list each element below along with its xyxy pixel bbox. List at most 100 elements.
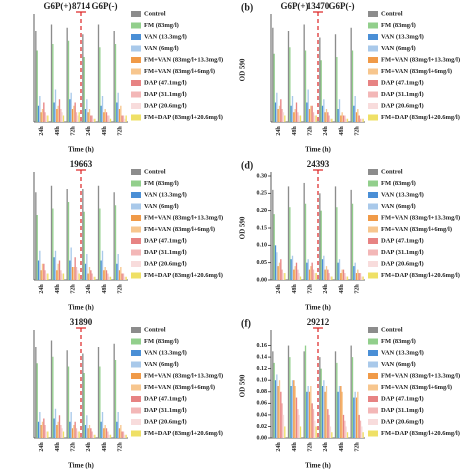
legend-swatch xyxy=(368,180,378,187)
bar xyxy=(47,115,49,122)
legend-label: FM (83mg/l) xyxy=(144,180,179,187)
legend-swatch xyxy=(368,261,378,267)
panel-label: (f) xyxy=(241,318,251,329)
bar xyxy=(116,263,118,280)
bar xyxy=(289,207,291,280)
bar xyxy=(329,118,332,122)
bar xyxy=(276,92,278,122)
bar xyxy=(83,373,85,438)
bar xyxy=(124,118,126,122)
bar xyxy=(274,245,277,280)
bar xyxy=(83,57,85,122)
bar xyxy=(299,426,302,438)
x-tick-label: 72h xyxy=(71,442,77,452)
bar xyxy=(295,262,298,280)
bar xyxy=(60,425,62,438)
x-axis-label: Time (h) xyxy=(305,304,331,312)
legend-swatch xyxy=(368,407,378,414)
bar xyxy=(61,112,63,122)
bar xyxy=(293,269,295,280)
bar xyxy=(121,273,123,280)
bar xyxy=(281,109,283,122)
bar xyxy=(337,391,339,438)
bar xyxy=(324,391,326,438)
x-axis-label: Time (h) xyxy=(68,462,94,470)
bar xyxy=(43,418,45,438)
bar xyxy=(327,409,329,438)
x-tick-label: 24h xyxy=(86,442,92,452)
bar xyxy=(120,267,122,280)
legend-swatch xyxy=(368,215,378,221)
bar xyxy=(125,434,127,438)
legend-label: DAP (31.1mg/l) xyxy=(144,407,187,414)
bar xyxy=(56,109,58,122)
bar xyxy=(341,269,343,280)
legend-swatch xyxy=(368,249,378,256)
legend-swatch xyxy=(131,272,141,279)
bar xyxy=(280,391,282,438)
bar xyxy=(116,102,118,122)
legend-swatch xyxy=(368,68,378,75)
bar xyxy=(104,267,106,280)
bar xyxy=(114,360,117,438)
legend-swatch xyxy=(368,103,378,109)
legend-label: FM+DAP (83mg/l+20.6mg/l) xyxy=(144,114,223,121)
bar xyxy=(40,270,42,280)
legend-swatch xyxy=(131,238,141,244)
bar xyxy=(295,102,298,122)
bar xyxy=(310,105,312,122)
bar xyxy=(281,269,283,280)
bar xyxy=(39,412,41,438)
bar xyxy=(75,112,78,122)
x-tick-label: 72h xyxy=(118,284,124,294)
bar xyxy=(57,421,59,438)
legend-swatch xyxy=(131,45,141,52)
legend-label: VAN (13.3mg/l) xyxy=(381,191,424,198)
bar xyxy=(105,428,108,438)
legend-label: FM+DAP (83mg/l+20.6mg/l) xyxy=(381,430,460,437)
bar xyxy=(334,351,337,438)
bar xyxy=(82,189,84,280)
bar xyxy=(298,115,300,122)
bar xyxy=(298,414,300,438)
bar xyxy=(88,267,91,280)
legend-label: FM (83mg/l) xyxy=(381,22,416,29)
x-axis-label: Time (h) xyxy=(305,462,331,470)
bar xyxy=(92,434,95,438)
y-tick-label: 0.30 xyxy=(257,173,268,179)
bar xyxy=(320,368,322,438)
bar xyxy=(351,203,354,280)
legend-swatch xyxy=(368,80,378,86)
bar xyxy=(117,92,119,122)
bar xyxy=(350,189,352,280)
bar xyxy=(357,269,359,280)
bar xyxy=(297,269,299,280)
legend-label: FM+VAN (83mg/l+6mg/l) xyxy=(381,226,452,233)
bar xyxy=(107,273,109,280)
legend-swatch xyxy=(368,34,378,40)
bar xyxy=(73,425,75,438)
sample-id: 31890 xyxy=(70,317,93,327)
bar xyxy=(47,273,49,280)
bar xyxy=(303,351,305,438)
legend-label: FM (83mg/l) xyxy=(144,338,179,345)
bar xyxy=(77,115,79,122)
bar xyxy=(324,112,326,122)
bar xyxy=(325,109,328,122)
legend-swatch xyxy=(368,22,378,29)
legend-label: VAN (6mg/l) xyxy=(381,361,416,368)
bar xyxy=(272,27,274,122)
bar xyxy=(100,260,102,280)
bar xyxy=(44,270,46,280)
y-tick-label: 0.25 xyxy=(257,191,268,197)
bar xyxy=(56,425,58,438)
bar xyxy=(351,357,354,438)
legend-swatch xyxy=(368,169,378,175)
legend-label: VAN (13.3mg/l) xyxy=(144,349,187,356)
legend-swatch xyxy=(131,215,141,221)
bar xyxy=(53,418,55,438)
legend-label: VAN (6mg/l) xyxy=(381,45,416,52)
legend-swatch xyxy=(368,272,378,279)
bar xyxy=(320,60,322,122)
legend-swatch xyxy=(131,80,141,86)
